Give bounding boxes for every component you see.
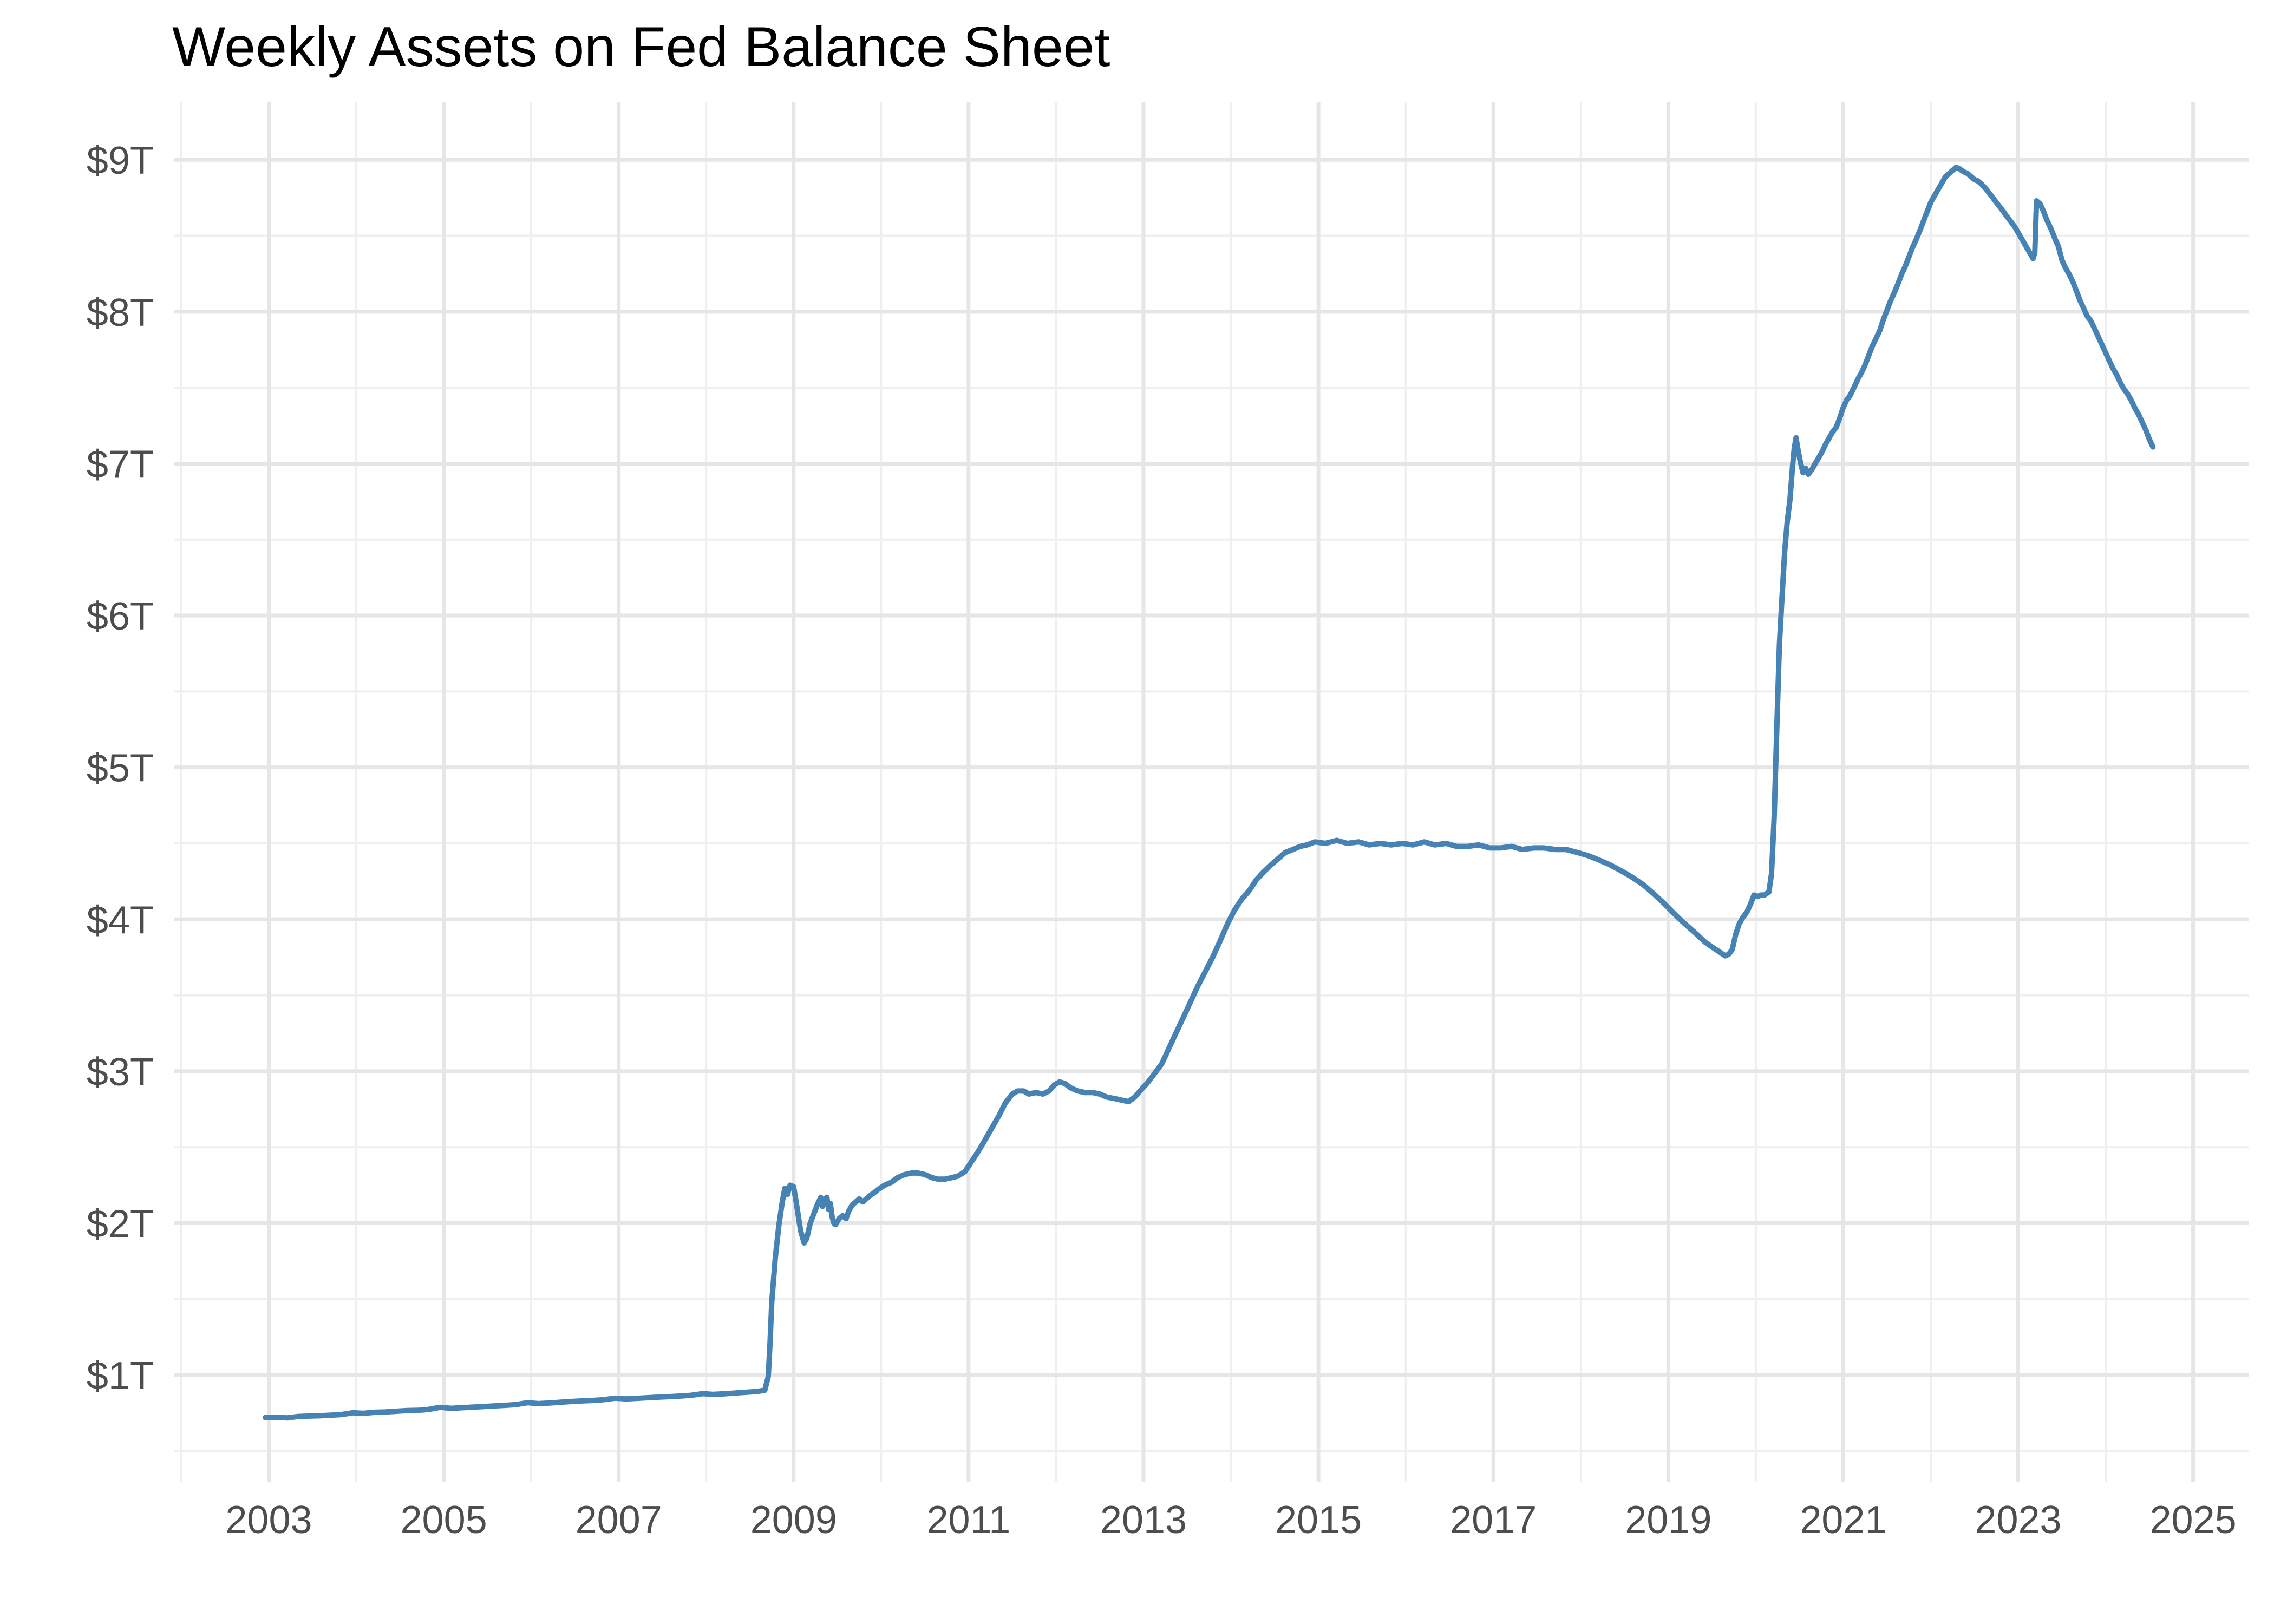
x-tick-label: 2021	[1800, 1498, 1886, 1542]
gridlines-major	[174, 102, 2249, 1482]
y-tick-label: $9T	[87, 139, 154, 182]
y-tick-label: $1T	[87, 1354, 154, 1398]
x-axis-labels: 2003 2005 2007 2009 2011 2013 2015 2017 2019 2021…	[225, 1498, 2236, 1542]
x-tick-label: 2011	[926, 1498, 1010, 1542]
y-tick-label: $4T	[87, 899, 154, 942]
y-tick-label: $5T	[87, 747, 154, 790]
data-line-total-assets	[263, 165, 2156, 1421]
x-tick-label: 2025	[2150, 1498, 2237, 1542]
x-tick-label: 2007	[576, 1498, 662, 1542]
y-tick-label: $7T	[87, 443, 154, 486]
x-tick-label: 2013	[1100, 1498, 1187, 1542]
gridlines-minor	[174, 102, 2249, 1482]
y-tick-label: $6T	[87, 595, 154, 638]
y-tick-label: $2T	[87, 1203, 154, 1246]
y-tick-label: $8T	[87, 291, 154, 335]
y-axis-labels: $1T $2T $3T $4T $5T $6T $7T $8T $9T	[87, 139, 154, 1398]
chart-title: Weekly Assets on Fed Balance Sheet	[172, 16, 1110, 78]
x-tick-label: 2015	[1275, 1498, 1362, 1542]
x-tick-label: 2019	[1625, 1498, 1711, 1542]
x-tick-label: 2005	[400, 1498, 487, 1542]
y-tick-label: $3T	[87, 1051, 154, 1094]
x-tick-label: 2017	[1450, 1498, 1537, 1542]
x-tick-label: 2003	[225, 1498, 312, 1542]
x-tick-label: 2009	[750, 1498, 837, 1542]
x-tick-label: 2023	[1975, 1498, 2061, 1542]
